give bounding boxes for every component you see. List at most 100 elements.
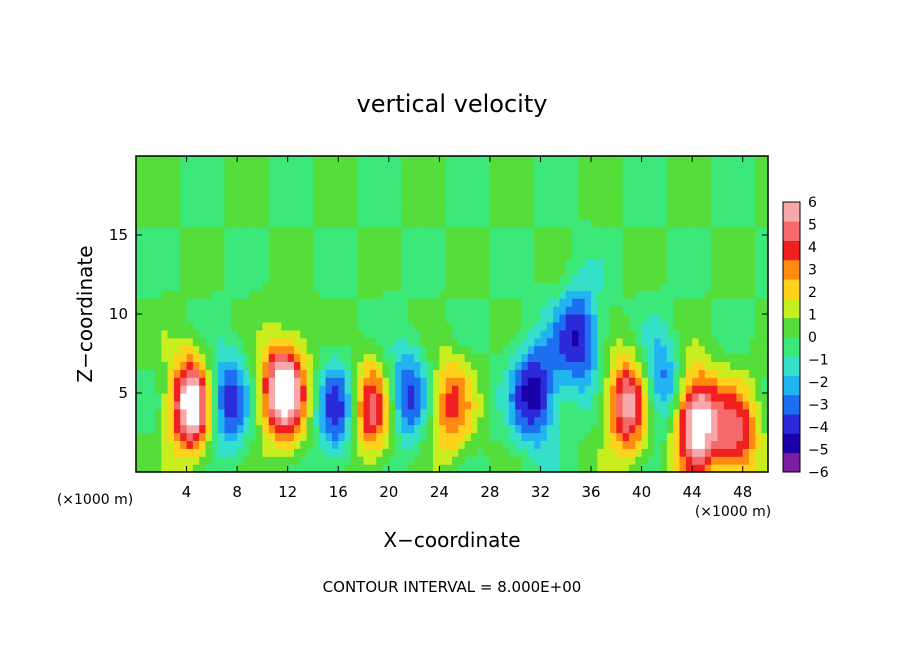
heatmap-cell [736, 179, 744, 189]
heatmap-cell [180, 424, 188, 434]
heatmap-cell [628, 400, 636, 410]
heatmap-cell [357, 195, 365, 204]
heatmap-cell [312, 456, 320, 465]
heatmap-cell [584, 274, 592, 283]
heatmap-cell [142, 345, 150, 355]
heatmap-cell [464, 440, 472, 449]
heatmap-cell [685, 242, 693, 252]
heatmap-cell [445, 337, 453, 347]
heatmap-cell [439, 329, 447, 339]
heatmap-cell [749, 321, 756, 331]
heatmap-cell [591, 337, 598, 347]
heatmap-cell [281, 203, 289, 212]
heatmap-cell [281, 227, 289, 236]
heatmap-cell [502, 298, 510, 307]
heatmap-cell [142, 235, 150, 244]
heatmap-cell [704, 163, 712, 173]
heatmap-cell [395, 337, 403, 347]
heatmap-cell [578, 456, 586, 465]
heatmap-cell [420, 361, 428, 370]
heatmap-cell [527, 195, 535, 204]
heatmap-cell [610, 242, 617, 252]
heatmap-cell [546, 211, 554, 220]
heatmap-cell [319, 195, 327, 204]
heatmap-cell [256, 282, 263, 291]
heatmap-cell [470, 361, 478, 370]
heatmap-cell [401, 195, 409, 204]
heatmap-cell [553, 203, 561, 212]
heatmap-cell [628, 329, 636, 339]
heatmap-cell [470, 456, 478, 465]
heatmap-cell [610, 440, 617, 449]
heatmap-cell [477, 400, 485, 410]
heatmap-cell [173, 171, 181, 181]
heatmap-cell [312, 179, 320, 189]
heatmap-cell [300, 242, 308, 252]
heatmap-cell [679, 163, 687, 173]
heatmap-cell [148, 464, 156, 472]
heatmap-cell [749, 416, 756, 426]
heatmap-cell [173, 163, 181, 173]
heatmap-cell [692, 424, 700, 434]
heatmap-cell [559, 235, 567, 244]
heatmap-cell [319, 187, 327, 197]
heatmap-cell [572, 464, 579, 472]
heatmap-cell [414, 171, 421, 181]
heatmap-cell [685, 195, 693, 204]
heatmap-cell [584, 448, 592, 457]
heatmap-cell [622, 274, 630, 283]
heatmap-cell [306, 163, 314, 173]
heatmap-cell [470, 235, 478, 244]
heatmap-cell [401, 464, 409, 472]
heatmap-cell [161, 266, 169, 276]
heatmap-cell [666, 266, 674, 276]
heatmap-cell [262, 440, 270, 449]
heatmap-cell [281, 361, 289, 370]
heatmap-cell [483, 432, 491, 441]
heatmap-cell [508, 250, 516, 260]
heatmap-cell [527, 314, 535, 323]
heatmap-cell [635, 416, 643, 426]
heatmap-cell [218, 211, 226, 220]
heatmap-cell [565, 377, 573, 386]
heatmap-cell [401, 329, 409, 339]
heatmap-cell [281, 258, 289, 268]
heatmap-cell [616, 187, 624, 197]
heatmap-cell [426, 156, 434, 165]
heatmap-cell [635, 171, 643, 181]
heatmap-cell [647, 393, 655, 402]
heatmap-cell [173, 321, 181, 331]
heatmap-cell [439, 456, 447, 465]
heatmap-cell [489, 211, 497, 220]
heatmap-cell [622, 448, 630, 457]
heatmap-cell [698, 156, 706, 165]
heatmap-cell [565, 211, 573, 220]
heatmap-cell [458, 242, 466, 252]
heatmap-cell [338, 314, 346, 323]
heatmap-cell [647, 416, 655, 426]
heatmap-cell [420, 298, 428, 307]
heatmap-cell [199, 290, 207, 299]
heatmap-cell [553, 361, 561, 370]
heatmap-cell [256, 211, 263, 220]
heatmap-cell [641, 432, 649, 441]
heatmap-cell [243, 235, 251, 244]
heatmap-cell [679, 385, 687, 394]
heatmap-cell [395, 156, 403, 165]
heatmap-cell [369, 329, 377, 339]
heatmap-cell [388, 227, 396, 236]
heatmap-cell [711, 329, 719, 339]
heatmap-cell [749, 385, 756, 394]
heatmap-cell [641, 306, 649, 315]
heatmap-cell [249, 400, 257, 410]
heatmap-cell [445, 266, 453, 276]
heatmap-cell [382, 329, 390, 339]
heatmap-cell [679, 440, 687, 449]
heatmap-cell [597, 195, 605, 204]
heatmap-cell [338, 266, 346, 276]
heatmap-cell [698, 258, 706, 268]
heatmap-cell [685, 314, 693, 323]
heatmap-cell [666, 424, 674, 434]
heatmap-cell [527, 258, 535, 268]
